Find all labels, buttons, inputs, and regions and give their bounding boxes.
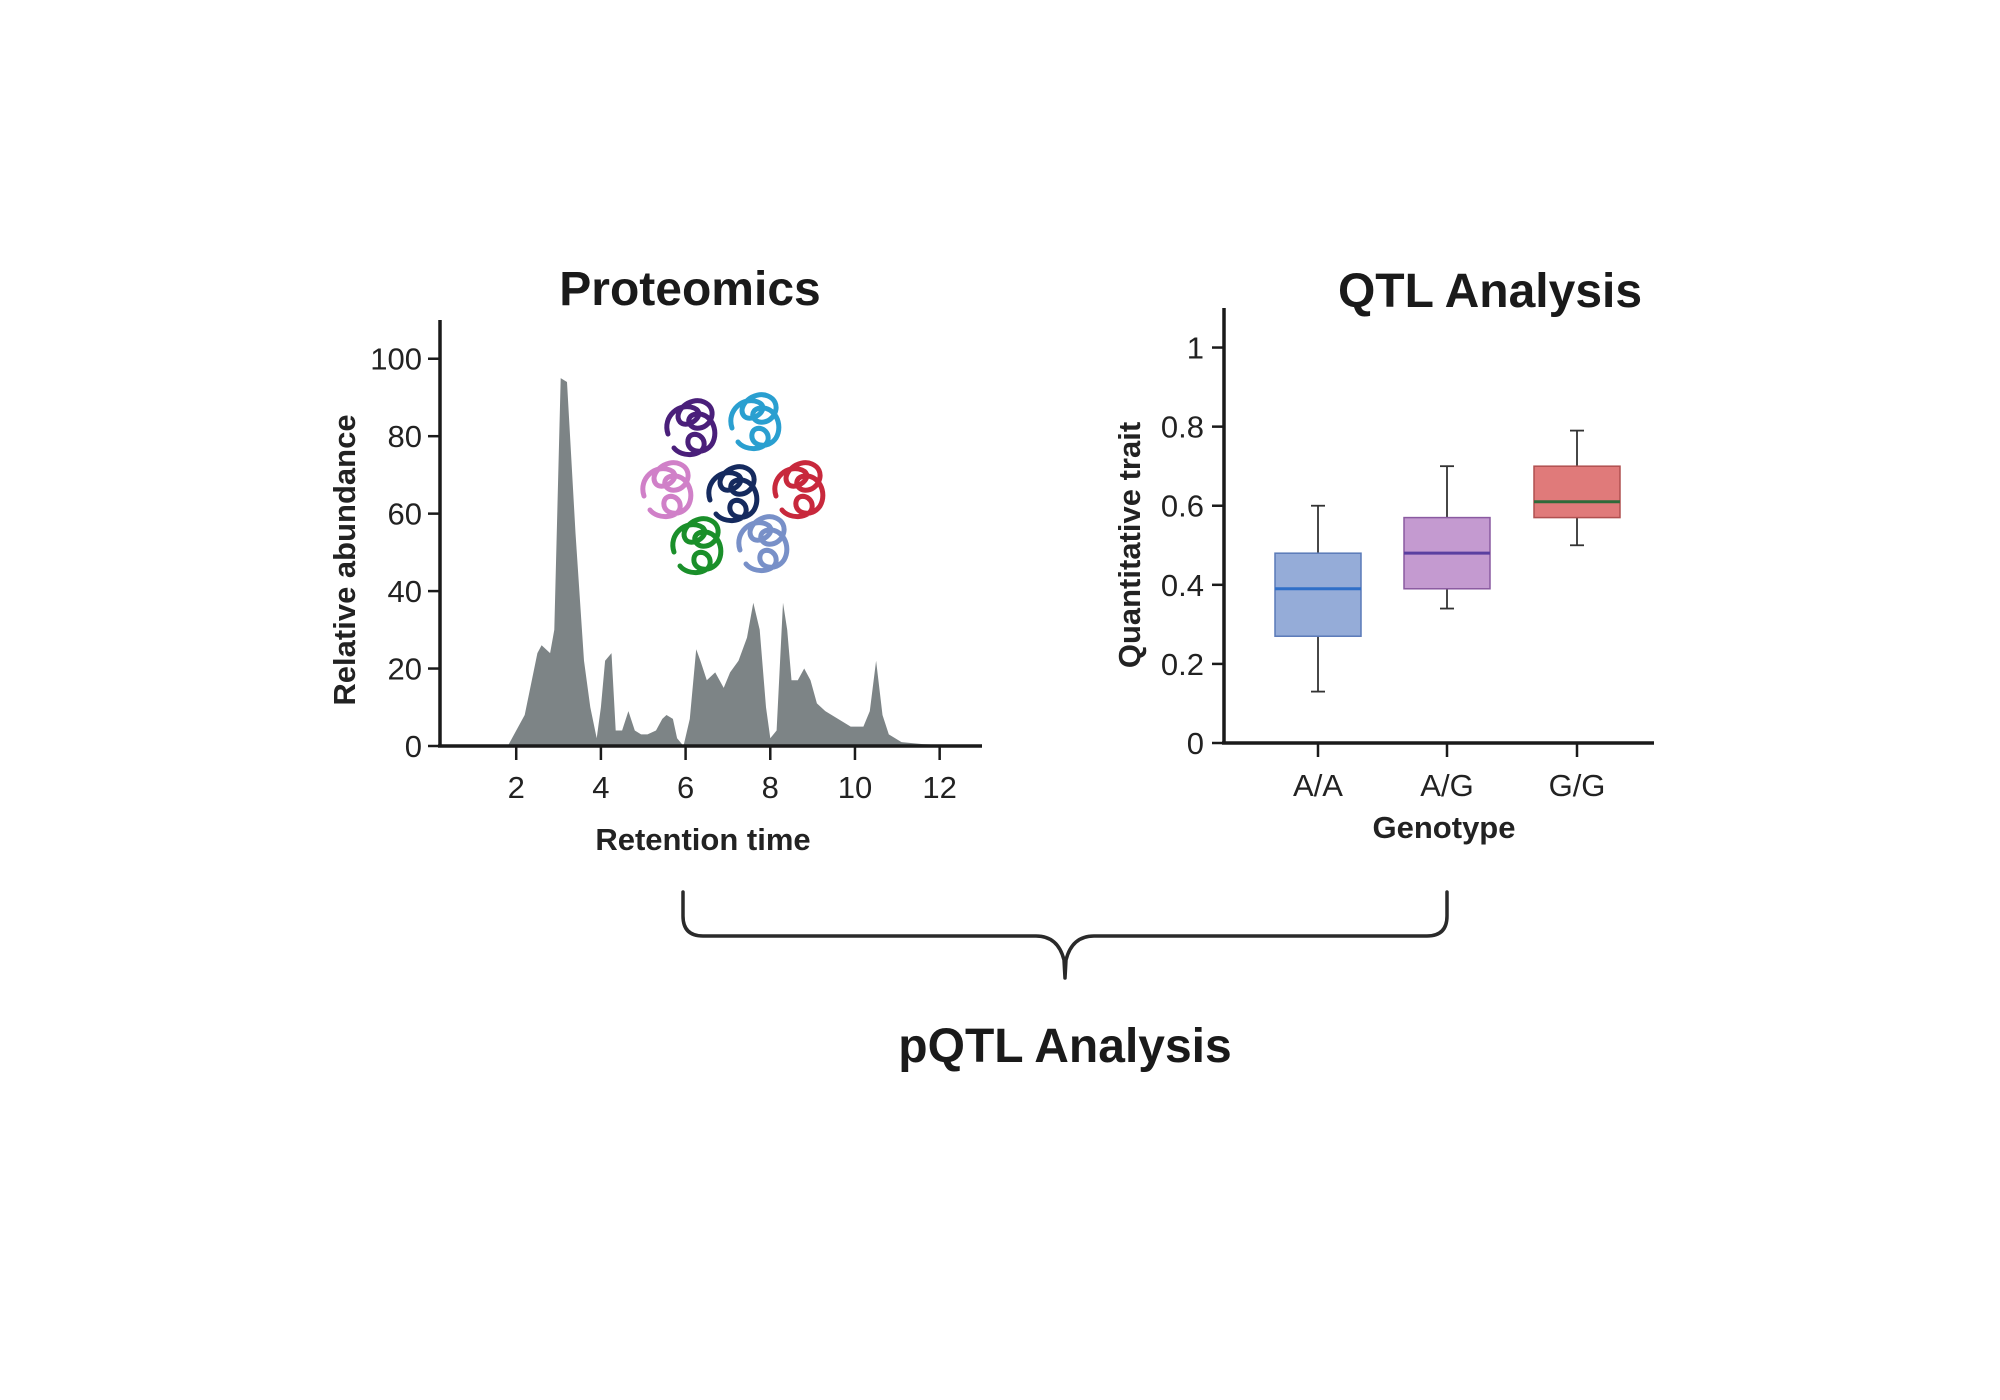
y-tick-label: 40 bbox=[388, 574, 422, 609]
y-tick-label: 100 bbox=[370, 342, 422, 377]
qtl-y-axis-title: Quantitative trait bbox=[1112, 422, 1147, 668]
qtl-title: QTL Analysis bbox=[1338, 265, 1642, 318]
curly-brace bbox=[681, 890, 1449, 980]
boxplot-g-g bbox=[1533, 429, 1621, 547]
qtl-x-ticks: A/A A/G G/G bbox=[1293, 743, 1605, 803]
proteomics-title: Proteomics bbox=[559, 263, 820, 316]
iqr-box bbox=[1274, 552, 1362, 637]
qtl-boxplots bbox=[1274, 429, 1621, 693]
qtl-x-axis-title: Genotype bbox=[1373, 810, 1516, 845]
protein-cluster-icon bbox=[640, 392, 826, 575]
qtl-y-ticks: 0 0.2 0.4 0.6 0.8 1 bbox=[1161, 331, 1224, 761]
x-tick-label: 8 bbox=[762, 770, 779, 805]
protein-icon bbox=[706, 464, 760, 523]
protein-icon bbox=[736, 514, 790, 573]
protein-icon bbox=[728, 392, 782, 451]
proteomics-panel: Proteomics 0 20 40 60 80 100 2 4 6 8 10 12 Retenti… bbox=[327, 263, 982, 857]
y-tick-label: 0.6 bbox=[1161, 489, 1204, 524]
protein-icon bbox=[664, 398, 718, 457]
x-tick-label: 6 bbox=[677, 770, 694, 805]
y-tick-label: 80 bbox=[388, 419, 422, 454]
genotype-label: G/G bbox=[1549, 768, 1606, 803]
y-tick-label: 1 bbox=[1187, 331, 1204, 366]
protein-icon bbox=[670, 516, 724, 575]
proteomics-y-ticks: 0 20 40 60 80 100 bbox=[370, 342, 440, 764]
y-tick-label: 0.4 bbox=[1161, 568, 1204, 603]
pqtl-title: pQTL Analysis bbox=[898, 1020, 1231, 1073]
y-tick-label: 0 bbox=[1187, 726, 1204, 761]
genotype-label: A/A bbox=[1293, 768, 1343, 803]
x-tick-label: 2 bbox=[508, 770, 525, 805]
chromatogram-area bbox=[507, 378, 974, 746]
x-tick-label: 10 bbox=[838, 770, 872, 805]
protein-icon bbox=[640, 460, 694, 519]
boxplot-a-a bbox=[1274, 504, 1362, 693]
y-tick-label: 0.2 bbox=[1161, 647, 1204, 682]
y-tick-label: 0 bbox=[405, 729, 422, 764]
y-tick-label: 0.8 bbox=[1161, 410, 1204, 445]
proteomics-y-axis-title: Relative abundance bbox=[327, 414, 362, 705]
protein-icon bbox=[772, 460, 826, 519]
proteomics-x-axis-title: Retention time bbox=[595, 822, 810, 857]
qtl-panel: QTL Analysis 0 0.2 0.4 0.6 0.8 1 A/A A/G G/G Ge… bbox=[1112, 265, 1654, 845]
x-tick-label: 12 bbox=[922, 770, 956, 805]
y-tick-label: 60 bbox=[388, 497, 422, 532]
genotype-label: A/G bbox=[1420, 768, 1473, 803]
y-tick-label: 20 bbox=[388, 652, 422, 687]
x-tick-label: 4 bbox=[592, 770, 609, 805]
boxplot-a-g bbox=[1403, 465, 1491, 610]
iqr-box bbox=[1533, 465, 1621, 519]
proteomics-x-ticks: 2 4 6 8 10 12 bbox=[508, 746, 957, 805]
